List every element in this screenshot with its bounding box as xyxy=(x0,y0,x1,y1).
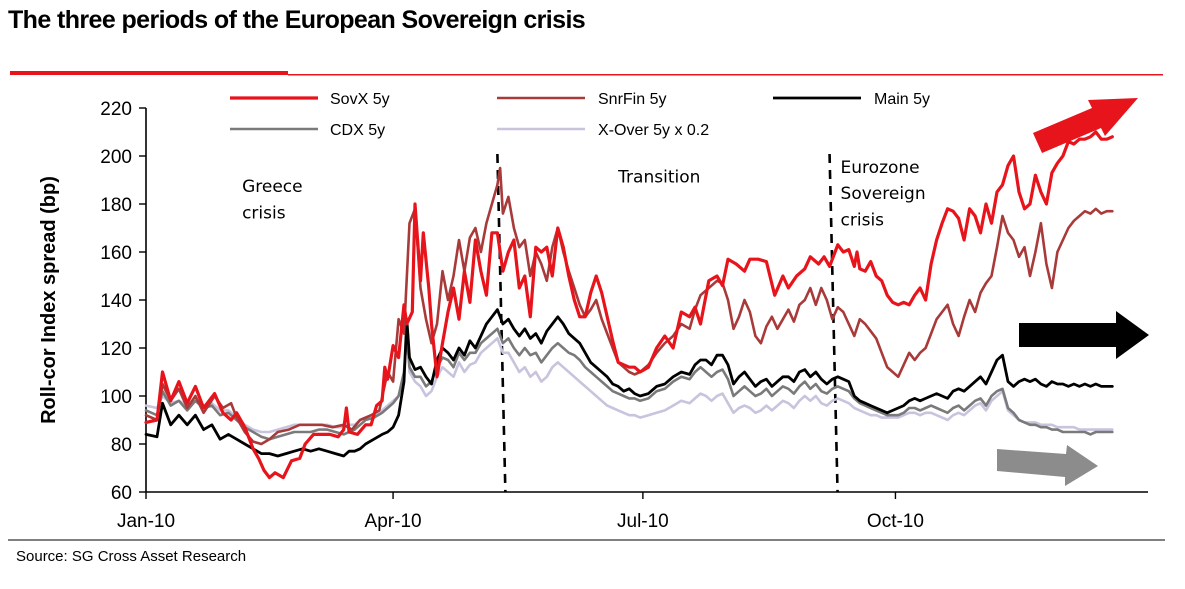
y-tick-label: 200 xyxy=(100,147,132,168)
series-line-main xyxy=(144,308,1114,458)
y-axis-label: Roll-cor Index spread (bp) xyxy=(38,176,60,424)
x-tick-label: Jan-10 xyxy=(117,511,175,532)
period-annotation: Greece xyxy=(242,177,303,197)
y-tick-label: 80 xyxy=(111,435,132,456)
legend-label-main: Main 5y xyxy=(874,91,930,108)
axes xyxy=(145,108,1148,493)
series-lines xyxy=(144,130,1114,480)
legend-label-sovx: SovX 5y xyxy=(330,91,390,108)
y-tick-label: 60 xyxy=(111,483,132,504)
x-tick-label: Apr-10 xyxy=(365,511,422,532)
right-arrow-gray-icon xyxy=(997,445,1098,486)
legend-label-cdx: CDX 5y xyxy=(330,122,385,139)
y-axis-ticks: 60 80 100 120 140 160 180 200 220 xyxy=(100,99,146,504)
x-tick-label: Oct-10 xyxy=(867,511,924,532)
title-rule-thin xyxy=(288,74,1163,76)
y-tick-label: 180 xyxy=(100,195,132,216)
period-annotation: crisis xyxy=(841,211,885,231)
period-annotation: crisis xyxy=(242,203,286,223)
y-tick-label: 140 xyxy=(100,291,132,312)
chart-title: The three periods of the European Sovere… xyxy=(8,6,586,34)
period-annotation: Transition xyxy=(617,167,700,187)
y-tick-label: 120 xyxy=(100,339,132,360)
up-arrow-icon xyxy=(1033,98,1138,153)
period-annotation: Eurozone xyxy=(841,158,920,178)
divider-transition-eurozone xyxy=(828,153,839,493)
y-tick-label: 160 xyxy=(100,243,132,264)
series-line-snrfin xyxy=(144,166,1114,446)
period-annotations: Greece crisis Transition Eurozone Sovereign c… xyxy=(242,158,926,231)
legend: SovX 5y SnrFin 5y Main 5y CDX 5y X-Over … xyxy=(230,91,930,139)
y-tick-label: 220 xyxy=(100,99,132,120)
series-line-cdx xyxy=(144,327,1114,441)
x-axis-ticks: Jan-10 Apr-10 Jul-10 Oct-10 xyxy=(117,492,924,532)
legend-item-sovx: SovX 5y xyxy=(230,91,390,108)
legend-item-cdx: CDX 5y xyxy=(230,122,385,139)
divider-greece-transition xyxy=(496,153,507,493)
legend-label-snrfin: SnrFin 5y xyxy=(598,91,666,108)
title-rule-thick xyxy=(10,71,288,75)
legend-item-main: Main 5y xyxy=(773,91,930,108)
right-arrow-icon xyxy=(1019,311,1149,359)
series-line-sovx xyxy=(144,130,1114,480)
trend-arrows xyxy=(997,98,1149,486)
title-rule xyxy=(10,71,1163,76)
x-tick-label: Jul-10 xyxy=(617,511,669,532)
series-line-xover xyxy=(144,322,1114,434)
legend-item-xover: X-Over 5y x 0.2 xyxy=(497,122,709,139)
period-dividers xyxy=(496,153,839,493)
legend-item-snrfin: SnrFin 5y xyxy=(497,91,666,108)
y-tick-label: 100 xyxy=(100,387,132,408)
period-annotation: Sovereign xyxy=(841,184,926,204)
source-note: Source: SG Cross Asset Research xyxy=(16,548,247,565)
legend-label-xover: X-Over 5y x 0.2 xyxy=(598,122,709,139)
